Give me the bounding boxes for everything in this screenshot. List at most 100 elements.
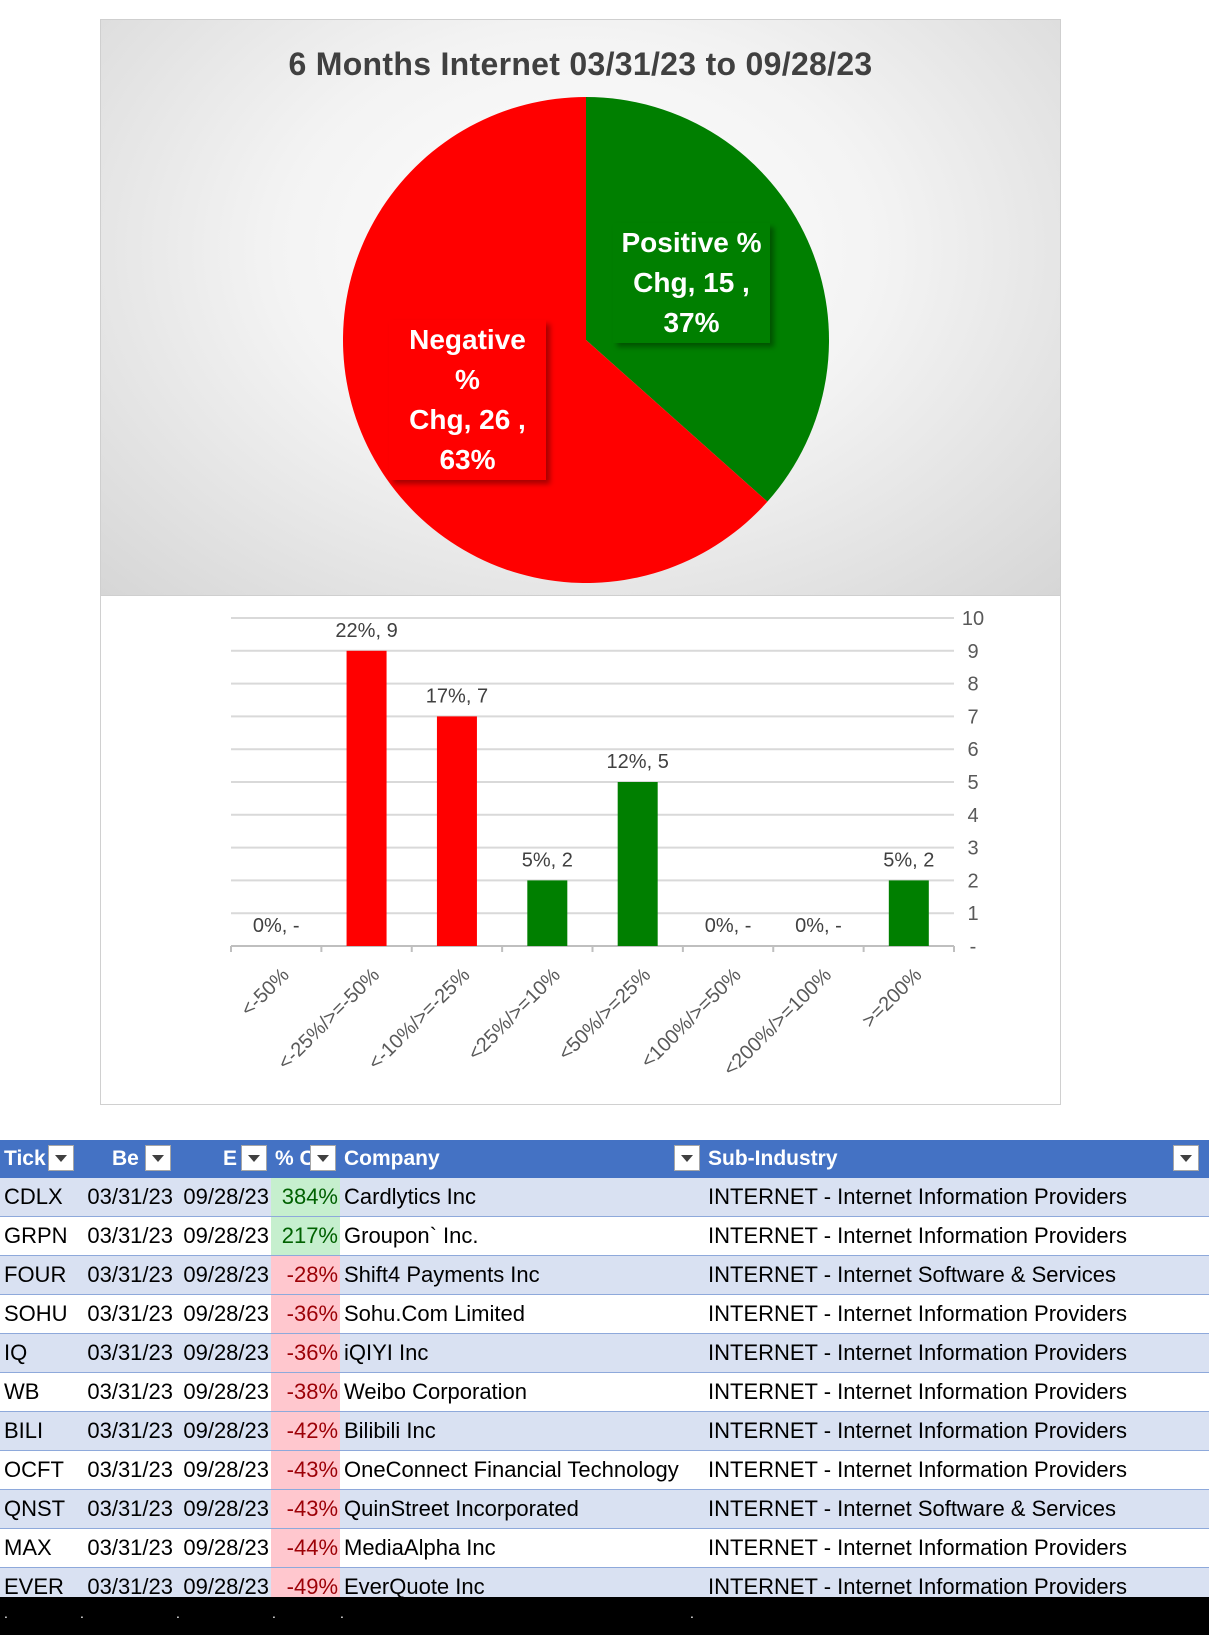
pie-chart-panel: 6 Months Internet 03/31/23 to 09/28/23 P… <box>100 19 1061 596</box>
cell-pct[interactable]: -28% <box>271 1255 340 1295</box>
cell-ticker[interactable]: WB <box>0 1372 78 1412</box>
cell-begin[interactable]: 03/31/23 <box>78 1450 175 1490</box>
cell-end[interactable]: 09/28/23 <box>175 1450 271 1490</box>
cell-ticker[interactable]: IQ <box>0 1333 78 1373</box>
cell-company[interactable]: Shift4 Payments Inc <box>340 1255 704 1295</box>
pie-label-negative: Negative % Chg, 26 , 63% <box>389 320 546 480</box>
bar-data-label: 17%, 7 <box>426 685 488 707</box>
pie-label-positive-name: Positive % <box>621 227 762 258</box>
cell-begin[interactable]: 03/31/23 <box>78 1178 175 1217</box>
table-row[interactable]: OCFT 03/31/23 09/28/23 -43% OneConnect Finan… <box>0 1450 1209 1490</box>
cell-ticker[interactable]: BILI <box>0 1411 78 1451</box>
x-category-label: >=200% <box>858 964 926 1032</box>
cell-pct[interactable]: -43% <box>271 1489 340 1529</box>
cell-ticker[interactable]: GRPN <box>0 1216 78 1256</box>
cell-company[interactable]: Cardlytics Inc <box>340 1178 704 1217</box>
cell-company[interactable]: Bilibili Inc <box>340 1411 704 1451</box>
cell-company[interactable]: Weibo Corporation <box>340 1372 704 1412</box>
cell-sub[interactable]: INTERNET - Internet Information Provider… <box>704 1216 1209 1256</box>
cell-end[interactable]: 09/28/23 <box>175 1528 271 1568</box>
table-row[interactable]: GRPN 03/31/23 09/28/23 217% Groupon` Inc. INT… <box>0 1216 1209 1256</box>
cell-sub[interactable]: INTERNET - Internet Information Provider… <box>704 1178 1209 1217</box>
cell-begin[interactable]: 03/31/23 <box>78 1372 175 1412</box>
cell-sub[interactable]: INTERNET - Internet Information Provider… <box>704 1294 1209 1334</box>
cell-sub[interactable]: INTERNET - Internet Information Provider… <box>704 1411 1209 1451</box>
cell-ticker[interactable]: MAX <box>0 1528 78 1568</box>
y-tick-label: 9 <box>967 641 978 663</box>
filter-dropdown-icon[interactable] <box>310 1145 336 1171</box>
cell-pct[interactable]: 217% <box>271 1216 340 1256</box>
cell-begin[interactable]: 03/31/23 <box>78 1489 175 1529</box>
cell-end[interactable]: 09/28/23 <box>175 1255 271 1295</box>
table-row[interactable]: FOUR 03/31/23 09/28/23 -28% Shift4 Payments … <box>0 1255 1209 1295</box>
bar-data-label: 22%, 9 <box>335 620 397 642</box>
cell-ticker[interactable]: SOHU <box>0 1294 78 1334</box>
filter-dropdown-icon[interactable] <box>1173 1145 1199 1171</box>
cell-begin[interactable]: 03/31/23 <box>78 1411 175 1451</box>
cell-pct[interactable]: -42% <box>271 1411 340 1451</box>
cell-company[interactable]: OneConnect Financial Technology <box>340 1450 704 1490</box>
cell-sub[interactable]: INTERNET - Internet Software & Services <box>704 1489 1209 1529</box>
cell-end[interactable]: 09/28/23 <box>175 1216 271 1256</box>
filter-dropdown-icon[interactable] <box>145 1145 171 1171</box>
cell-pct[interactable]: -38% <box>271 1372 340 1412</box>
cell-pct[interactable]: 384% <box>271 1178 340 1217</box>
filter-dropdown-icon[interactable] <box>674 1145 700 1171</box>
header-pct-change[interactable]: % C <box>271 1140 340 1178</box>
cell-begin[interactable]: 03/31/23 <box>78 1294 175 1334</box>
cell-ticker[interactable]: QNST <box>0 1489 78 1529</box>
table-row[interactable]: MAX 03/31/23 09/28/23 -44% MediaAlpha Inc INT… <box>0 1528 1209 1568</box>
cell-begin[interactable]: 03/31/23 <box>78 1255 175 1295</box>
cell-ticker[interactable]: CDLX <box>0 1178 78 1217</box>
table-row[interactable]: SOHU 03/31/23 09/28/23 -36% Sohu.Com Limited… <box>0 1294 1209 1334</box>
cell-company[interactable]: iQIYI Inc <box>340 1333 704 1373</box>
table-row[interactable]: QNST 03/31/23 09/28/23 -43% QuinStreet Incor… <box>0 1489 1209 1529</box>
cell-ticker[interactable]: FOUR <box>0 1255 78 1295</box>
cell-sub[interactable]: INTERNET - Internet Information Provider… <box>704 1450 1209 1490</box>
cell-begin[interactable]: 03/31/23 <box>78 1216 175 1256</box>
footer-dot: . <box>4 1605 8 1621</box>
cell-sub[interactable]: INTERNET - Internet Information Provider… <box>704 1333 1209 1373</box>
footer-dot: . <box>176 1605 180 1621</box>
cell-company[interactable]: Sohu.Com Limited <box>340 1294 704 1334</box>
table-row[interactable]: WB 03/31/23 09/28/23 -38% Weibo Corporation I… <box>0 1372 1209 1412</box>
pie-label-value: Chg, 15 , <box>633 267 750 298</box>
pie-label-percent: 63% <box>439 444 496 475</box>
cell-end[interactable]: 09/28/23 <box>175 1333 271 1373</box>
cell-pct[interactable]: -36% <box>271 1294 340 1334</box>
filter-dropdown-icon[interactable] <box>241 1145 267 1171</box>
cell-end[interactable]: 09/28/23 <box>175 1372 271 1412</box>
cell-sub[interactable]: INTERNET - Internet Information Provider… <box>704 1372 1209 1412</box>
filter-dropdown-icon[interactable] <box>48 1145 74 1171</box>
cell-pct[interactable]: -49% <box>271 1567 340 1607</box>
cell-pct[interactable]: -44% <box>271 1528 340 1568</box>
header-begin[interactable]: Be <box>78 1140 175 1178</box>
header-end[interactable]: E <box>175 1140 271 1178</box>
cell-end[interactable]: 09/28/23 <box>175 1294 271 1334</box>
table-row[interactable]: CDLX 03/31/23 09/28/23 384% Cardlytics Inc IN… <box>0 1178 1209 1217</box>
bar-data-label: 0%, - <box>253 915 300 937</box>
cell-ticker[interactable]: OCFT <box>0 1450 78 1490</box>
cell-pct[interactable]: -43% <box>271 1450 340 1490</box>
header-ticker[interactable]: Tick <box>0 1140 78 1178</box>
cell-company[interactable]: Groupon` Inc. <box>340 1216 704 1256</box>
cell-company[interactable]: MediaAlpha Inc <box>340 1528 704 1568</box>
y-tick-label: - <box>970 936 977 958</box>
header-company[interactable]: Company <box>340 1140 704 1178</box>
cell-company[interactable]: QuinStreet Incorporated <box>340 1489 704 1529</box>
cell-sub[interactable]: INTERNET - Internet Software & Services <box>704 1255 1209 1295</box>
cell-sub[interactable]: INTERNET - Internet Information Provider… <box>704 1528 1209 1568</box>
cell-begin[interactable]: 03/31/23 <box>78 1528 175 1568</box>
table-row[interactable]: IQ 03/31/23 09/28/23 -36% iQIYI Inc INTERNET … <box>0 1333 1209 1373</box>
y-tick-label: 1 <box>967 903 978 925</box>
y-tick-label: 3 <box>967 838 978 860</box>
cell-end[interactable]: 09/28/23 <box>175 1178 271 1217</box>
cell-end[interactable]: 09/28/23 <box>175 1411 271 1451</box>
cell-pct[interactable]: -36% <box>271 1333 340 1373</box>
cell-begin[interactable]: 03/31/23 <box>78 1333 175 1373</box>
table-row[interactable]: BILI 03/31/23 09/28/23 -42% Bilibili Inc INTE… <box>0 1411 1209 1451</box>
y-tick-label: 5 <box>967 772 978 794</box>
table-header-row: Tick Be E % C Company Sub-Industry <box>0 1140 1209 1178</box>
cell-end[interactable]: 09/28/23 <box>175 1489 271 1529</box>
header-sub-industry[interactable]: Sub-Industry <box>704 1140 1209 1178</box>
